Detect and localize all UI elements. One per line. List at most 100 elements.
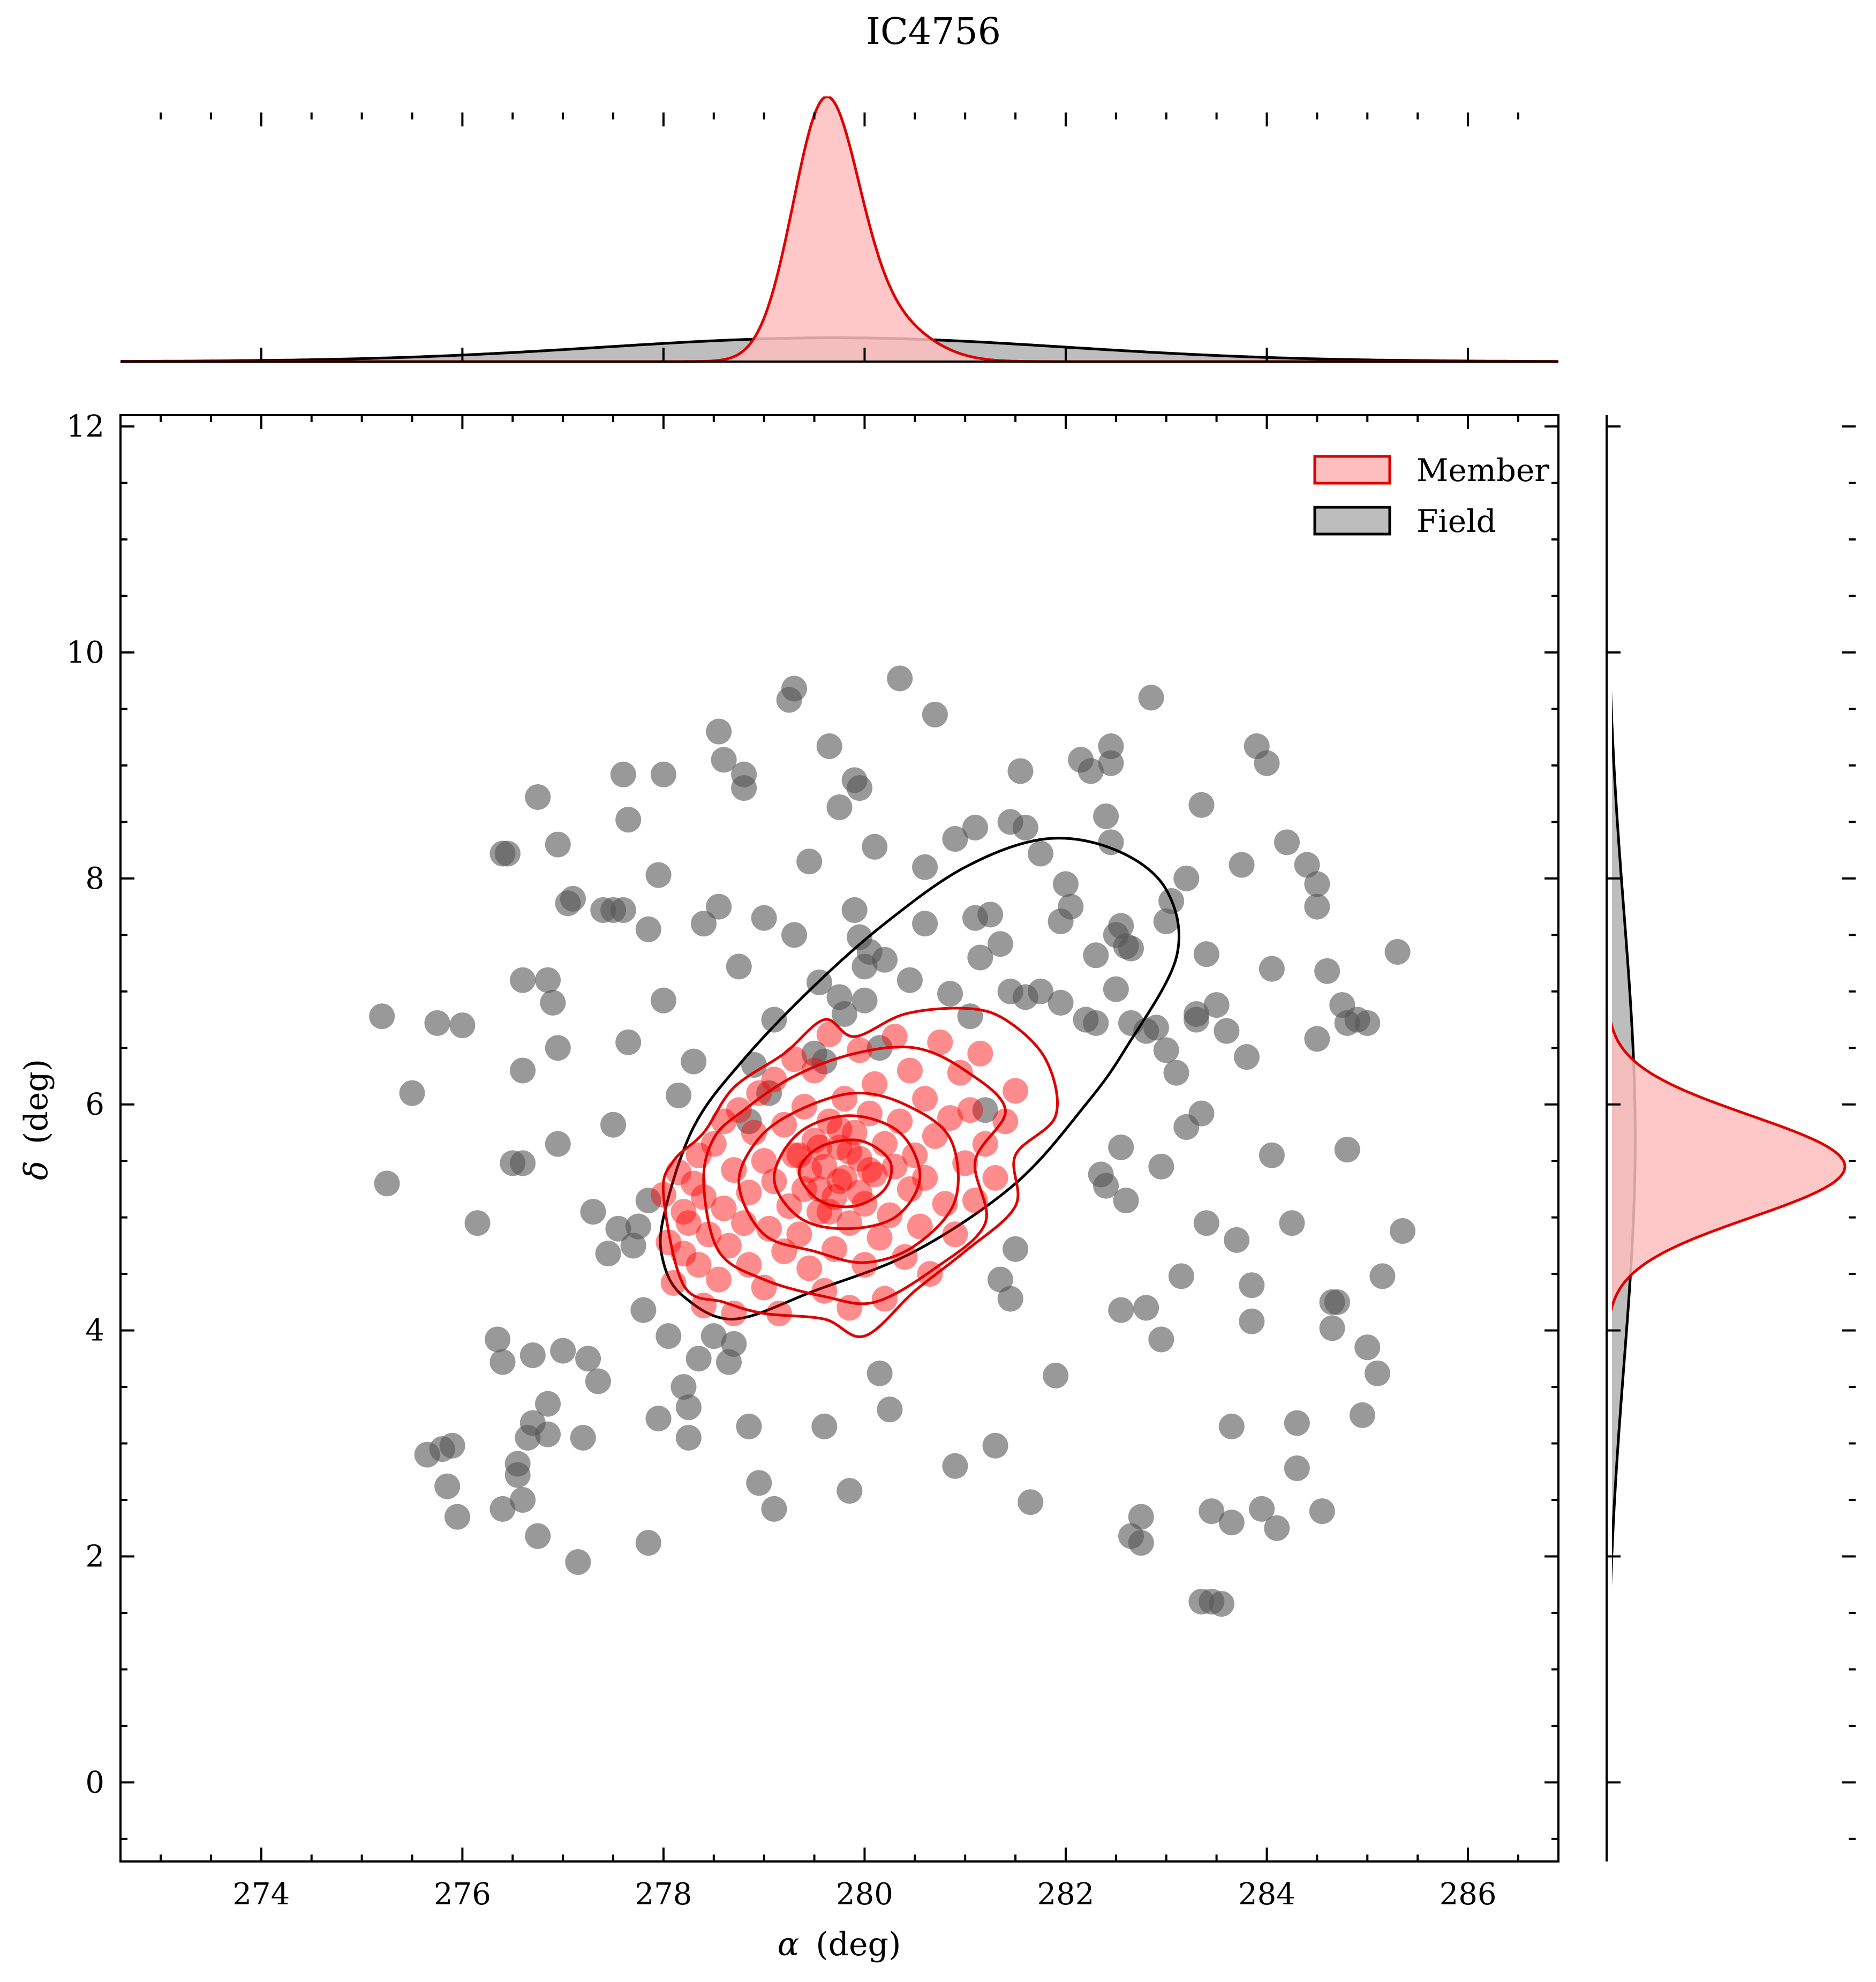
field-point	[540, 989, 566, 1016]
field-point	[1153, 909, 1179, 934]
field-point	[746, 1470, 772, 1496]
field-point	[1078, 758, 1104, 784]
member-point	[896, 1057, 923, 1084]
member-point	[831, 1086, 857, 1112]
field-point	[1224, 1227, 1250, 1253]
field-point	[1319, 1315, 1345, 1341]
y-tick-label: 4	[85, 1313, 104, 1348]
member-y-density-line	[1612, 1021, 1847, 1312]
member-point	[927, 1029, 953, 1055]
member-point	[811, 1153, 838, 1180]
top-marginal-distributions	[120, 96, 1558, 363]
field-point	[831, 1001, 857, 1027]
member-point	[862, 1071, 888, 1097]
field-point	[1294, 852, 1320, 878]
field-point	[510, 1150, 536, 1176]
member-point	[837, 1139, 863, 1165]
field-point	[1028, 978, 1054, 1004]
field-point	[942, 826, 968, 852]
member-point	[967, 1040, 993, 1067]
legend: Member Field	[1313, 452, 1549, 539]
field-point	[691, 911, 717, 937]
field-point	[1188, 1100, 1215, 1127]
field-point	[1012, 814, 1038, 840]
field-point	[1143, 1015, 1169, 1041]
field-point	[510, 967, 536, 993]
member-point	[826, 1116, 853, 1143]
field-point	[1003, 1236, 1029, 1262]
legend-swatch-field	[1313, 506, 1391, 536]
field-point	[645, 862, 672, 888]
field-point	[1304, 871, 1330, 897]
field-point	[1259, 956, 1285, 982]
field-point	[681, 1048, 707, 1075]
x-tick-label: 280	[836, 1877, 893, 1912]
field-point	[706, 718, 732, 745]
y-tick-label: 2	[85, 1539, 104, 1574]
member-point	[831, 1165, 857, 1191]
field-point	[630, 1297, 657, 1323]
field-point	[585, 1368, 611, 1394]
field-point	[485, 1326, 511, 1353]
field-point	[675, 1394, 702, 1421]
field-point	[1133, 1295, 1159, 1321]
member-point	[912, 1086, 938, 1112]
field-point	[685, 1346, 712, 1372]
field-point	[862, 834, 888, 860]
chart-title: IC4756	[866, 11, 1001, 53]
field-point	[972, 1097, 998, 1123]
member-point	[711, 1195, 737, 1221]
member-point	[892, 1244, 918, 1270]
field-point	[519, 1342, 546, 1368]
y-axis-unit: (deg)	[18, 1059, 55, 1144]
field-point	[1239, 1308, 1265, 1334]
x-tick-labels: 274 276 278 280 282 284 286	[232, 1877, 1496, 1912]
field-point	[1118, 935, 1144, 962]
member-point	[666, 1159, 692, 1185]
field-point	[826, 794, 853, 820]
field-point	[997, 1286, 1023, 1312]
field-point	[1028, 840, 1054, 867]
y-tick-label: 0	[85, 1765, 104, 1800]
field-point	[449, 1012, 476, 1039]
field-point	[1018, 1489, 1044, 1515]
member-point	[887, 1108, 913, 1135]
field-point	[847, 775, 873, 801]
member-point	[816, 1021, 842, 1047]
member-point	[796, 1255, 823, 1281]
legend-label-field: Field	[1417, 503, 1496, 539]
field-point	[635, 1530, 661, 1556]
field-point	[977, 902, 1004, 928]
y-tick-labels: 0 2 4 6 8 10 12	[66, 409, 104, 1800]
field-point	[600, 1112, 627, 1138]
member-point	[856, 1157, 883, 1183]
legend-swatch-member	[1313, 455, 1391, 485]
field-point	[1314, 958, 1340, 984]
field-point	[1108, 1134, 1134, 1160]
field-point	[731, 761, 757, 787]
field-point	[525, 784, 551, 810]
member-point	[681, 1170, 707, 1197]
field-density-contours	[659, 837, 1180, 1321]
field-point	[761, 1496, 787, 1522]
field-point	[610, 761, 636, 787]
field-point	[494, 840, 521, 867]
field-point	[937, 981, 963, 1007]
field-point	[510, 1487, 536, 1513]
right-marginal-distributions	[1612, 690, 1847, 1586]
member-point	[912, 1165, 938, 1191]
member-contour	[797, 1138, 893, 1208]
field-point	[1093, 1173, 1119, 1199]
field-point	[1128, 1530, 1154, 1556]
member-point	[670, 1241, 697, 1267]
member-contour	[661, 1007, 1059, 1339]
member-point	[746, 1080, 772, 1106]
member-point	[867, 1225, 893, 1251]
field-point	[1103, 976, 1129, 1002]
field-point	[1218, 1510, 1245, 1536]
member-point	[791, 1176, 817, 1202]
field-point	[1203, 992, 1230, 1018]
field-point	[726, 954, 752, 980]
field-point	[575, 1346, 601, 1372]
